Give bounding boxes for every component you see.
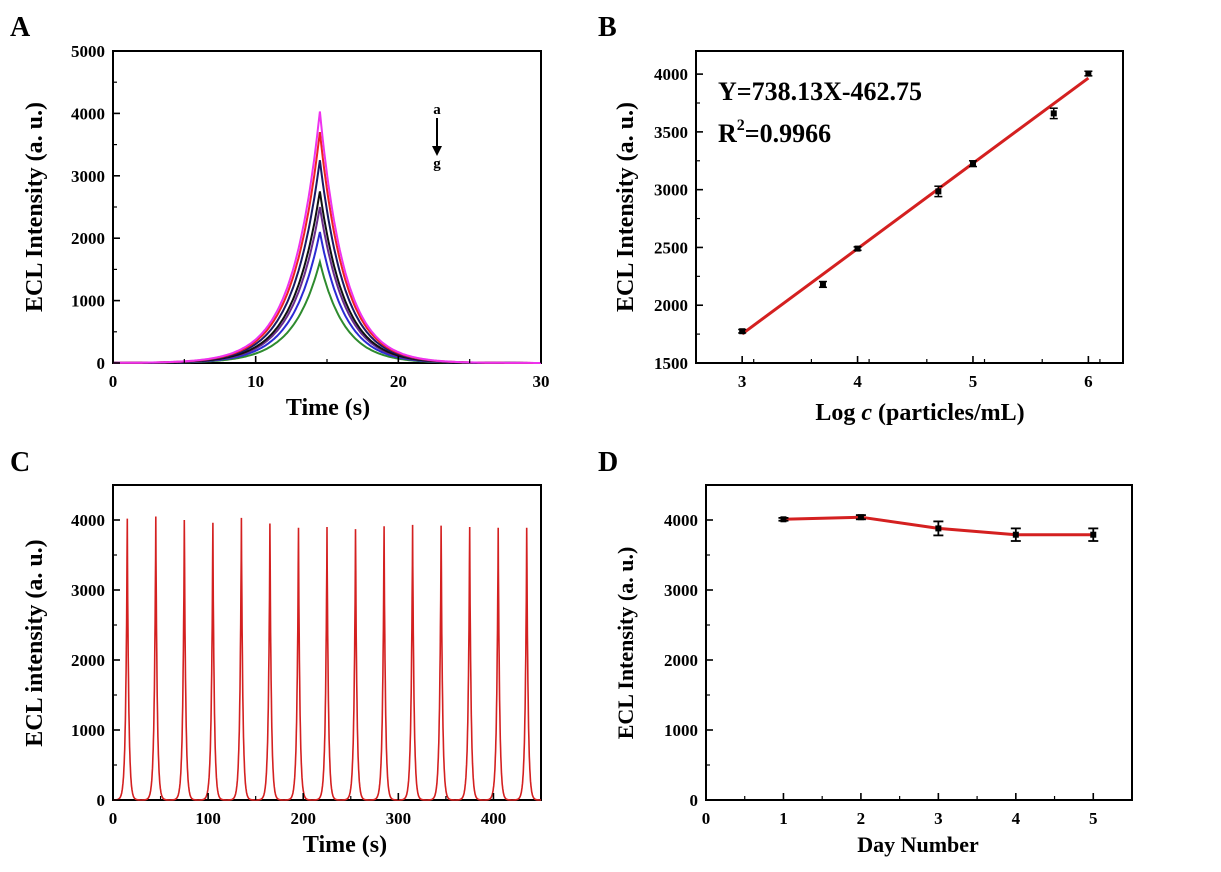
panel-b-letter: B xyxy=(598,12,617,43)
panel-d-frame xyxy=(705,484,1133,801)
panel-b-data-point xyxy=(1050,110,1057,117)
panel-c-ytick-label: 2000 xyxy=(71,651,105,670)
panel-a-xtick-label: 0 xyxy=(109,372,118,391)
panel-b-ytick-label: 2500 xyxy=(654,238,688,257)
panel-a-ytick-label: 4000 xyxy=(71,104,105,123)
panel-b-xlabel: Log c (particles/mL) xyxy=(815,400,1024,426)
panel-b: B ECL Intensity (a. u.) Log c (particles… xyxy=(598,12,1124,426)
panel-c-xtick-label: 0 xyxy=(109,809,118,828)
panel-b-xtick-label: 3 xyxy=(738,372,747,391)
panel-d-xtick-label: 0 xyxy=(702,809,711,828)
panel-b-plot xyxy=(738,70,1093,336)
panel-a-curves xyxy=(112,111,541,364)
panel-a-ticks: 0 10 20 30 0 1000 2000 3000 4000 5000 xyxy=(71,42,550,391)
panel-d-data-point xyxy=(935,525,942,532)
panel-a-xlabel: Time (s) xyxy=(286,395,370,421)
panel-a-ytick-label: 2000 xyxy=(71,229,105,248)
panel-b-ytick-label: 3000 xyxy=(654,181,688,200)
panel-b-data-point xyxy=(739,328,746,335)
panel-a-ytick-label: 1000 xyxy=(71,292,105,311)
panel-b-ytick-label: 2000 xyxy=(654,296,688,315)
panel-b-data-point xyxy=(969,160,976,167)
panel-b-xtick-label: 5 xyxy=(969,372,978,391)
panel-d-plot xyxy=(778,514,1099,542)
panel-c-xtick-label: 300 xyxy=(386,809,412,828)
panel-d-data-point xyxy=(857,514,864,521)
panel-b-ytick-label: 4000 xyxy=(654,65,688,84)
panel-b-xtick-label: 6 xyxy=(1084,372,1093,391)
panel-b-ticks: 3 4 5 6 1500 2000 2500 3000 3500 4000 xyxy=(654,65,1101,391)
panel-d-data-point xyxy=(1012,531,1019,538)
panel-c-ylabel: ECL intensity (a. u.) xyxy=(22,539,48,746)
panel-d-ytick-label: 2000 xyxy=(664,651,698,670)
panel-d-xtick-label: 3 xyxy=(934,809,943,828)
panel-c-xtick-label: 400 xyxy=(481,809,507,828)
panel-b-xtick-label: 4 xyxy=(853,372,862,391)
panel-a-xtick-label: 30 xyxy=(533,372,550,391)
panel-a-arrow-head xyxy=(432,146,442,156)
panel-a-ytick-label: 0 xyxy=(97,354,106,373)
panel-b-data-point xyxy=(935,188,942,195)
panel-c-xtick-label: 200 xyxy=(290,809,316,828)
panel-b-ytick-label: 1500 xyxy=(654,354,688,373)
panel-a-arrow-start-label: a xyxy=(433,102,441,118)
panel-d-ytick-label: 1000 xyxy=(664,721,698,740)
panel-d-xtick-label: 4 xyxy=(1012,809,1021,828)
panel-a-ytick-label: 3000 xyxy=(71,167,105,186)
panel-a-series-curve xyxy=(112,258,541,364)
panel-b-data-point xyxy=(1085,70,1092,77)
panel-c-letter: C xyxy=(10,447,30,478)
panel-a-letter: A xyxy=(10,12,31,43)
panel-b-equation: Y=738.13X-462.75 xyxy=(718,77,922,106)
panel-c: C ECL intensity (a. u.) Time (s) 0 100 200… xyxy=(10,447,542,858)
panel-d-ticks: 0 1 2 3 4 5 0 1000 2000 3000 4000 xyxy=(664,511,1098,828)
panel-a: A Time (s) ECL Intensity (a. u.) a g 0 10… xyxy=(10,12,550,421)
panel-b-ytick-label: 3500 xyxy=(654,123,688,142)
panel-a-series-curve xyxy=(113,191,541,364)
panel-a-series-curve xyxy=(113,231,541,364)
panel-d-ytick-label: 4000 xyxy=(664,511,698,530)
panel-d-ylabel: ECL Intensity (a. u.) xyxy=(613,547,638,740)
panel-d-xtick-label: 2 xyxy=(857,809,866,828)
panel-b-ylabel: ECL Intensity (a. u.) xyxy=(613,102,639,312)
panel-c-signal-trace xyxy=(113,516,541,801)
panel-b-fit-line xyxy=(741,76,1090,336)
panel-c-ytick-label: 0 xyxy=(97,791,106,810)
panel-b-data-point xyxy=(854,245,861,252)
panel-a-xtick-label: 20 xyxy=(390,372,407,391)
panel-a-ytick-label: 5000 xyxy=(71,42,105,61)
panel-d-letter: D xyxy=(598,447,618,478)
panel-b-r-squared: R2=0.9966 xyxy=(718,117,831,148)
panel-b-frame xyxy=(695,50,1124,364)
panel-d: D ECL Intensity (a. u.) Day Number 0 1 2 3 4… xyxy=(598,447,1133,857)
panel-c-ytick-label: 3000 xyxy=(71,581,105,600)
panel-d-ytick-label: 3000 xyxy=(664,581,698,600)
panel-a-arrow-end-label: g xyxy=(433,156,441,172)
panel-c-ytick-label: 4000 xyxy=(71,511,105,530)
panel-c-plot xyxy=(113,516,541,801)
panel-d-xtick-label: 5 xyxy=(1089,809,1098,828)
panel-d-xtick-label: 1 xyxy=(779,809,788,828)
panel-a-xtick-label: 10 xyxy=(247,372,264,391)
panel-d-ytick-label: 0 xyxy=(690,791,699,810)
panel-d-xlabel: Day Number xyxy=(857,832,979,857)
panel-b-data-point xyxy=(819,281,826,288)
panel-d-data-point xyxy=(780,516,787,523)
panel-c-ytick-label: 1000 xyxy=(71,721,105,740)
panel-c-frame xyxy=(112,484,542,801)
panel-a-ylabel: ECL Intensity (a. u.) xyxy=(22,102,48,312)
panel-d-data-point xyxy=(1090,531,1097,538)
panel-c-xtick-label: 100 xyxy=(195,809,221,828)
panel-c-xlabel: Time (s) xyxy=(303,832,387,858)
